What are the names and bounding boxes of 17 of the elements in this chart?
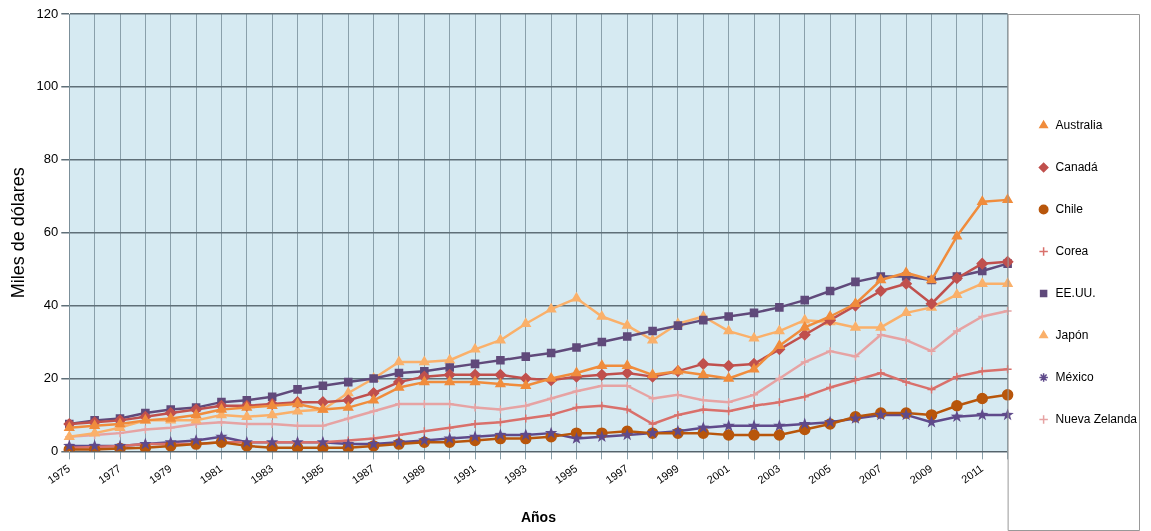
y-tick-label: 60: [43, 224, 59, 240]
legend-label: Chile: [1055, 201, 1084, 216]
y-axis-title: Miles de dólares: [7, 167, 28, 299]
y-tick-label: 100: [36, 78, 59, 94]
y-tick-label: 20: [43, 370, 59, 386]
legend-label: EE.UU.: [1055, 285, 1096, 300]
legend-label: Canadá: [1055, 159, 1098, 174]
legend-label: Nueva Zelanda: [1055, 411, 1138, 426]
x-axis-title: Años: [520, 509, 557, 526]
legend-label: Japón: [1055, 327, 1089, 342]
legend-label: Corea: [1055, 243, 1089, 258]
y-tick-label: 120: [36, 5, 59, 21]
legend-label: México: [1055, 369, 1094, 384]
legend-label: Australia: [1055, 117, 1103, 132]
y-tick-label: 40: [43, 297, 59, 313]
y-tick-label: 80: [43, 151, 59, 167]
y-tick-label: 0: [51, 442, 59, 458]
